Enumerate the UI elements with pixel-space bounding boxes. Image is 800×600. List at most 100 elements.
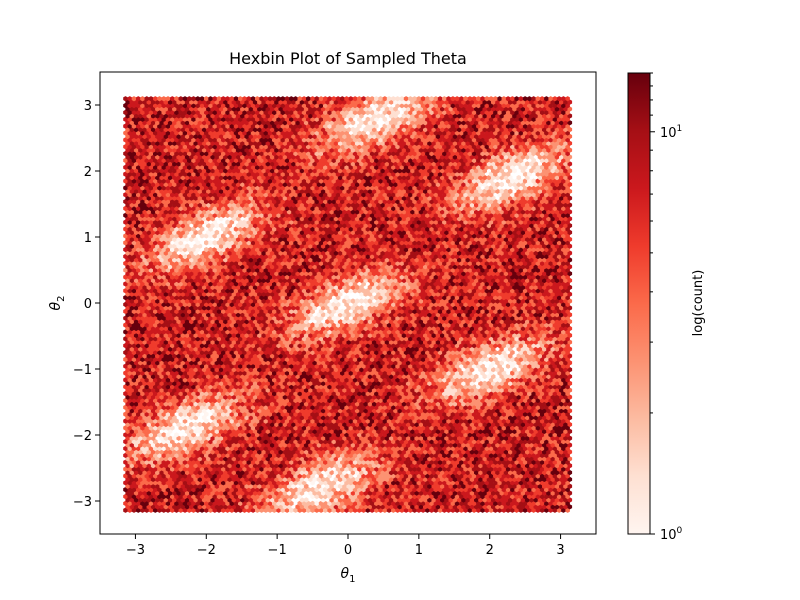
hexbin-cell — [165, 473, 171, 479]
hexbin-cell — [552, 473, 558, 479]
hexbin-cell — [395, 466, 400, 472]
hexbin-cell — [429, 473, 434, 479]
hexbin-cell — [391, 466, 396, 472]
hexbin-cell — [238, 473, 243, 479]
hexbin-cell — [399, 507, 405, 513]
hexbin-cell — [187, 507, 192, 513]
hexbin-cell — [567, 504, 573, 510]
hexbin-cell — [435, 483, 441, 489]
hexbin-cell — [340, 473, 345, 479]
hexbin-cell — [235, 504, 241, 510]
hexbin-cell — [225, 473, 230, 479]
hexbin-cell — [480, 473, 485, 479]
hexbin-cell — [184, 469, 190, 476]
hexbin-cell — [450, 493, 456, 500]
hexbin-cell — [465, 490, 470, 496]
hexbin-cell — [195, 507, 201, 513]
hexbin-cell — [176, 504, 181, 510]
hexbin-cell — [310, 487, 315, 493]
hexbin-cell — [303, 469, 309, 476]
hexbin-cell — [546, 469, 551, 476]
hexbin-cell — [176, 497, 181, 503]
hexbin-cell — [172, 483, 177, 489]
hexbin-cell — [157, 466, 162, 472]
hexbin-cell — [354, 483, 360, 489]
hexbin-cell — [425, 493, 430, 500]
hexbin-cell — [503, 504, 509, 510]
hexbin-cell — [367, 490, 373, 496]
hexbin-cell — [367, 504, 373, 510]
hexbin-cell — [329, 497, 334, 503]
hexbin-cell — [289, 466, 294, 472]
hexbin-cell — [195, 466, 201, 472]
hexbin-cell — [178, 493, 184, 500]
hexbin-cell — [178, 466, 184, 472]
hexbin-cell — [537, 483, 543, 489]
hexbin-cell — [452, 497, 458, 503]
hexbin-cell — [184, 490, 190, 496]
hexbin-cell — [516, 504, 521, 510]
hexbin-cell — [301, 466, 307, 472]
hexbin-cell — [469, 483, 475, 489]
hexbin-cell — [231, 483, 237, 489]
hexbin-cell — [150, 483, 156, 489]
hexbin-cell — [148, 507, 154, 513]
hexbin-cell — [450, 507, 456, 513]
hexbin-cell — [153, 493, 158, 500]
hexbin-cell — [465, 504, 470, 510]
hexbin-cell — [384, 490, 390, 496]
hexbin-cell — [365, 507, 371, 513]
hexbin-cell — [329, 504, 334, 510]
hexbin-cell — [408, 473, 413, 479]
hexbin-cell — [208, 500, 213, 506]
hexbin-cell — [276, 487, 281, 493]
hexbin-cell — [250, 507, 256, 513]
hexbin-cell — [423, 504, 428, 510]
hexbin-cell — [163, 497, 169, 503]
hexbin-cell — [199, 500, 205, 506]
hexbin-cell — [257, 469, 262, 476]
hexbin-cell — [556, 487, 562, 493]
hexbin-cell — [359, 483, 364, 489]
hexbin-cell — [433, 493, 439, 500]
hexbin-cell — [531, 473, 536, 479]
hexbin-cell — [391, 507, 396, 513]
hexbin-cell — [403, 480, 409, 486]
hexbin-cell — [399, 466, 405, 472]
hexbin-cell — [163, 483, 169, 489]
hexbin-cell — [365, 466, 371, 472]
hexbin-cell — [308, 469, 313, 476]
hexbin-cell — [159, 476, 164, 482]
hexbin-cell — [244, 497, 249, 503]
hexbin-cell — [357, 493, 362, 500]
hexbin-cell — [248, 490, 254, 496]
hexbin-cell — [163, 504, 169, 510]
hexbin-cell — [374, 507, 379, 513]
hexbin-cell — [433, 507, 439, 513]
hexbin-cell — [565, 473, 570, 479]
hexbin-cell — [246, 466, 252, 472]
hexbin-cell — [316, 504, 322, 510]
hexbin-cell — [129, 497, 135, 503]
hexbin-cell — [284, 500, 290, 506]
hexbin-cell — [299, 469, 305, 476]
hexbin-cell — [206, 490, 211, 496]
hexbin-cell — [548, 487, 553, 493]
hexbin-cell — [167, 497, 173, 503]
hexbin-cell — [216, 493, 222, 500]
hexbin-cell — [242, 487, 247, 493]
hexbin-cell — [559, 469, 564, 476]
hexbin-cell — [431, 497, 436, 503]
hexbin-cell — [342, 490, 347, 496]
hexbin-cell — [161, 507, 167, 513]
hexbin-cell — [463, 473, 468, 479]
hexbin-cell — [286, 497, 292, 503]
hexbin-cell — [229, 480, 235, 486]
hexbin-cell — [548, 493, 553, 500]
hexbin-cell — [242, 466, 247, 472]
hexbin-cell — [325, 490, 330, 496]
hexbin-cell — [516, 469, 521, 476]
hexbin-cell — [423, 469, 428, 476]
hexbin-cell — [342, 469, 347, 476]
hexbin-cell — [388, 483, 394, 489]
